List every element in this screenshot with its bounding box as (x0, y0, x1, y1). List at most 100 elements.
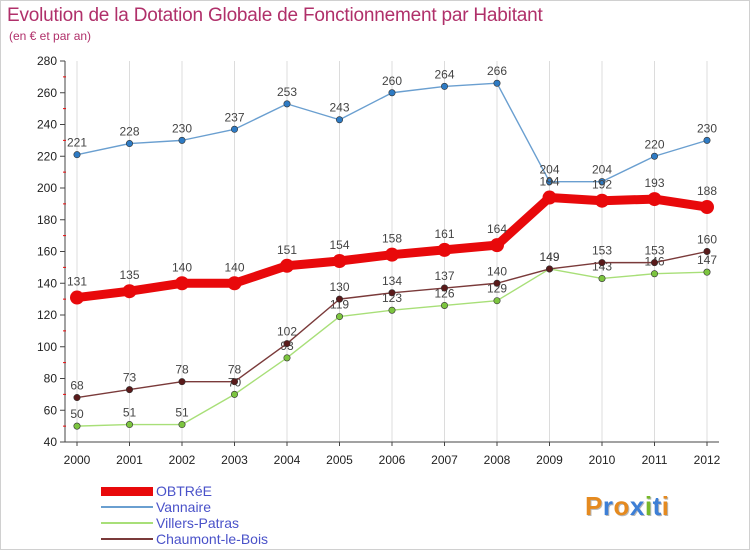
legend-item-villers-patras: Villers-Patras (101, 515, 361, 531)
point-obtr-e-2002 (175, 276, 189, 291)
x-tick-label-2002: 2002 (169, 453, 196, 467)
chart-subtitle: (en € et par an) (9, 29, 92, 43)
data-label-vannaire-2009: 204 (539, 163, 559, 177)
point-obtr-e-2011 (647, 192, 662, 207)
legend-label-vannaire: Vannaire (156, 499, 212, 515)
series-obtr-e: 131 135 140 140 151 154 158 161 164 194 192 193 188 (67, 175, 717, 305)
data-label-villers-patras-2008: 129 (487, 282, 507, 296)
y-tick-label-160: 160 (37, 245, 57, 259)
data-label-villers-patras-2006: 123 (382, 291, 402, 305)
point-villers-patras-2003 (231, 390, 239, 398)
point-obtr-e-2010 (595, 193, 609, 208)
point-obtr-e-2005 (332, 254, 347, 269)
legend-swatch-obtr-e (101, 486, 153, 496)
data-label-obtr-e-2004: 151 (277, 243, 297, 257)
data-label-chaumont-le-bois-2003: 78 (228, 363, 242, 377)
data-label-obtr-e-2012: 188 (697, 184, 717, 198)
data-label-chaumont-le-bois-2009: 149 (539, 250, 559, 264)
point-obtr-e-2001 (122, 284, 137, 299)
point-vannaire-2006 (388, 89, 396, 97)
point-obtr-e-2008 (490, 238, 504, 253)
point-villers-patras-2002 (178, 421, 186, 429)
data-label-villers-patras-2012: 147 (697, 253, 717, 267)
legend-swatch-vannaire (101, 506, 153, 508)
data-label-obtr-e-2010: 192 (592, 178, 612, 192)
point-vannaire-2000 (73, 151, 81, 159)
x-tick-label-2001: 2001 (116, 453, 143, 467)
data-label-obtr-e-2002: 140 (172, 260, 192, 274)
data-label-chaumont-le-bois-2007: 137 (434, 269, 454, 283)
point-vannaire-2008 (493, 79, 501, 87)
data-label-villers-patras-2001: 51 (123, 406, 137, 420)
data-label-chaumont-le-bois-2004: 102 (277, 325, 297, 339)
point-villers-patras-2012 (703, 268, 711, 276)
data-label-vannaire-2011: 220 (644, 137, 664, 151)
data-label-chaumont-le-bois-2010: 153 (592, 244, 612, 258)
point-vannaire-2002 (178, 136, 186, 144)
data-label-chaumont-le-bois-2008: 140 (487, 264, 507, 278)
point-villers-patras-2000 (73, 422, 81, 430)
data-label-vannaire-2010: 204 (592, 163, 612, 177)
point-vannaire-2012 (703, 136, 711, 144)
y-tick-label-40: 40 (44, 435, 58, 449)
legend: OBTRéE Vannaire Villers-Patras Chaumont-le-… (101, 483, 361, 547)
series-chaumont-le-bois: 68 73 78 78 102 130 134 137 140 149 153 153 160 (70, 233, 717, 402)
point-villers-patras-2010 (598, 274, 606, 282)
y-tick-label-220: 220 (37, 149, 57, 163)
proxiti-logo: Proxiti (585, 491, 669, 522)
x-tick-label-2003: 2003 (221, 453, 248, 467)
point-chaumont-le-bois-2004 (283, 340, 291, 348)
y-tick-label-60: 60 (44, 403, 58, 417)
data-label-villers-patras-2009: 149 (539, 250, 559, 264)
data-label-vannaire-2012: 230 (697, 121, 717, 135)
point-villers-patras-2007 (440, 301, 448, 309)
x-tick-label-2012: 2012 (694, 453, 721, 467)
point-villers-patras-2011 (650, 270, 658, 278)
data-label-vannaire-2003: 237 (224, 110, 244, 124)
chart-title: Evolution de la Dotation Globale de Fonc… (7, 5, 543, 26)
point-chaumont-le-bois-2011 (650, 259, 658, 267)
logo-letter-6: i (661, 491, 670, 521)
legend-label-obtr-e: OBTRéE (156, 483, 213, 499)
data-label-obtr-e-2011: 193 (644, 176, 664, 190)
data-label-obtr-e-2005: 154 (329, 238, 349, 252)
point-chaumont-le-bois-2003 (231, 378, 239, 386)
point-vannaire-2009 (545, 178, 553, 186)
data-label-obtr-e-2003: 140 (224, 260, 244, 274)
logo-letter-1: r (602, 491, 614, 521)
y-tick-label-200: 200 (37, 181, 57, 195)
data-label-chaumont-le-bois-2006: 134 (382, 274, 402, 288)
legend-label-villers-patras: Villers-Patras (156, 515, 239, 531)
point-vannaire-2005 (335, 116, 343, 124)
point-villers-patras-2004 (283, 354, 291, 362)
point-villers-patras-2001 (126, 421, 134, 429)
data-label-vannaire-2000: 221 (67, 136, 87, 150)
data-label-chaumont-le-bois-2000: 68 (70, 379, 84, 393)
data-label-obtr-e-2007: 161 (434, 227, 454, 241)
x-tick-label-2007: 2007 (431, 453, 458, 467)
x-tick-label-2004: 2004 (274, 453, 301, 467)
data-label-obtr-e-2009: 194 (539, 175, 559, 189)
data-label-chaumont-le-bois-2002: 78 (175, 363, 189, 377)
point-chaumont-le-bois-2008 (493, 279, 501, 287)
logo-letter-2: o (613, 491, 630, 521)
data-label-villers-patras-2005: 119 (330, 298, 349, 312)
data-label-obtr-e-2001: 135 (119, 268, 139, 282)
point-obtr-e-2003 (227, 276, 242, 291)
point-obtr-e-2007 (437, 242, 452, 257)
data-label-obtr-e-2000: 131 (67, 275, 87, 289)
y-tick-label-100: 100 (37, 340, 57, 354)
data-label-obtr-e-2006: 158 (382, 232, 402, 246)
x-tick-label-2008: 2008 (484, 453, 511, 467)
data-label-vannaire-2001: 228 (119, 125, 139, 139)
logo-letter-0: P (585, 491, 603, 521)
point-vannaire-2010 (598, 178, 606, 186)
logo-letter-4: i (644, 491, 653, 521)
point-chaumont-le-bois-2009 (545, 265, 553, 273)
data-label-vannaire-2002: 230 (172, 121, 192, 135)
y-tick-label-140: 140 (37, 276, 57, 290)
data-label-vannaire-2008: 266 (487, 64, 507, 78)
point-obtr-e-2004 (280, 258, 294, 273)
series-vannaire: 221 228 230 237 253 243 260 264 266 204 204 220 230 (67, 64, 717, 186)
